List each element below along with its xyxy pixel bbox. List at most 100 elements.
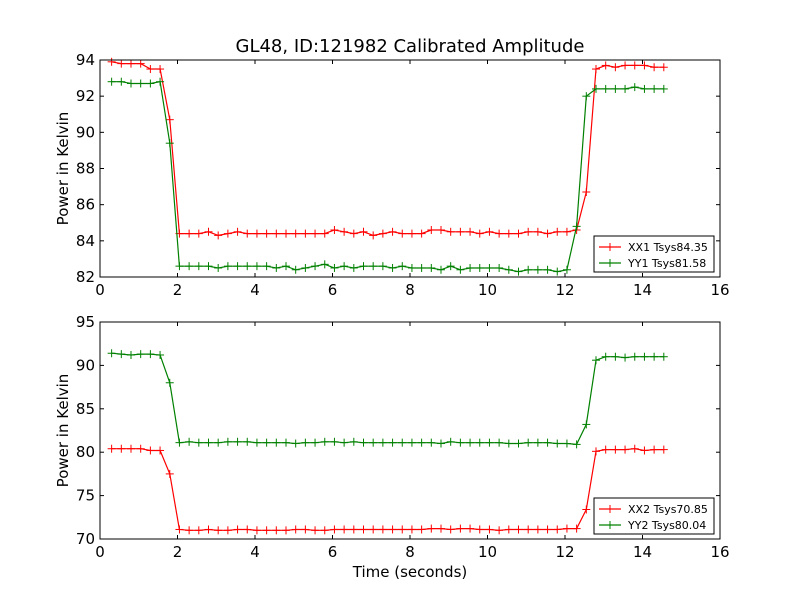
y-tick-label: 88 [76, 160, 95, 178]
data-point [417, 438, 426, 447]
data-point [165, 469, 174, 478]
data-point [107, 57, 116, 66]
x-tick-label: 12 [555, 281, 574, 299]
data-point [407, 229, 416, 238]
x-tick-label: 10 [478, 281, 497, 299]
data-point [398, 525, 407, 534]
data-point [407, 525, 416, 534]
data-point [592, 447, 600, 456]
data-point [175, 262, 184, 271]
x-tick-label: 4 [250, 281, 260, 299]
data-point [388, 227, 397, 236]
legend-box [593, 497, 715, 535]
legend-label: YY2 Tsys80.04 [627, 519, 706, 532]
data-point [466, 524, 475, 533]
data-point [311, 229, 320, 238]
data-point [514, 267, 523, 276]
legend-label: XX1 Tsys84.35 [628, 241, 708, 254]
data-point [359, 262, 368, 271]
data-point [136, 350, 145, 359]
data-point [243, 229, 252, 238]
x-tick-label: 16 [710, 281, 729, 299]
data-point [359, 525, 368, 534]
data-point [446, 525, 455, 534]
data-point [572, 440, 581, 449]
data-point [311, 262, 320, 271]
data-point [388, 525, 397, 534]
data-point [194, 262, 203, 271]
data-point [659, 352, 668, 361]
data-point [301, 525, 310, 534]
data-point [301, 229, 310, 238]
data-point [582, 420, 591, 429]
data-point [398, 262, 407, 271]
legend-box [593, 235, 715, 273]
y-tick-label: 92 [76, 87, 95, 105]
data-point [340, 262, 349, 271]
data-point [524, 265, 533, 274]
series-line [111, 448, 664, 531]
data-point [485, 438, 494, 447]
data-point [514, 439, 523, 448]
data-point [475, 263, 484, 272]
data-point [495, 263, 504, 272]
data-point [659, 445, 668, 454]
data-point [214, 231, 223, 240]
data-point [223, 437, 232, 446]
data-point [543, 229, 552, 238]
data-point [640, 446, 649, 455]
data-point [582, 92, 591, 101]
data-point [378, 438, 387, 447]
data-point [282, 438, 290, 447]
data-point [165, 115, 174, 124]
data-point [243, 262, 252, 271]
data-point [127, 79, 135, 88]
data-point [330, 225, 339, 234]
data-point [369, 525, 378, 534]
data-point [340, 525, 349, 534]
data-point [223, 526, 232, 535]
data-point [165, 378, 174, 387]
legend: XX2 Tsys70.85 YY2 Tsys80.04 [593, 497, 715, 535]
data-point [359, 227, 368, 236]
data-point [262, 262, 271, 271]
data-point [117, 350, 126, 359]
data-point [475, 229, 484, 238]
x-tick-label: 2 [173, 543, 183, 561]
data-point [621, 84, 630, 93]
legend-label: XX2 Tsys70.85 [628, 503, 708, 516]
data-point [398, 438, 407, 447]
data-point [650, 445, 659, 454]
data-point [562, 524, 571, 533]
data-point [524, 438, 533, 447]
data-point [291, 525, 300, 534]
data-point [388, 438, 397, 447]
data-point [349, 229, 358, 238]
data-point [252, 438, 261, 447]
data-point [233, 525, 242, 534]
data-point [611, 352, 620, 361]
y-tick-label: 95 [76, 313, 95, 331]
data-point [621, 61, 630, 70]
data-point [611, 63, 620, 72]
data-point [233, 227, 242, 236]
data-point [427, 438, 436, 447]
data-point [311, 438, 320, 447]
data-point [136, 79, 145, 88]
data-point [446, 227, 455, 236]
x-tick-label: 6 [328, 281, 338, 299]
data-point [592, 356, 600, 365]
data-point [437, 225, 445, 234]
data-point [495, 526, 504, 535]
x-tick-label: 14 [633, 281, 652, 299]
data-point [504, 525, 513, 534]
y-tick-label: 75 [76, 487, 95, 505]
data-point [582, 188, 591, 197]
data-point [301, 263, 310, 272]
data-point [272, 229, 281, 238]
x-tick-label: 16 [710, 543, 729, 561]
series-line [111, 352, 664, 446]
data-point [146, 446, 155, 455]
data-point [107, 77, 116, 86]
